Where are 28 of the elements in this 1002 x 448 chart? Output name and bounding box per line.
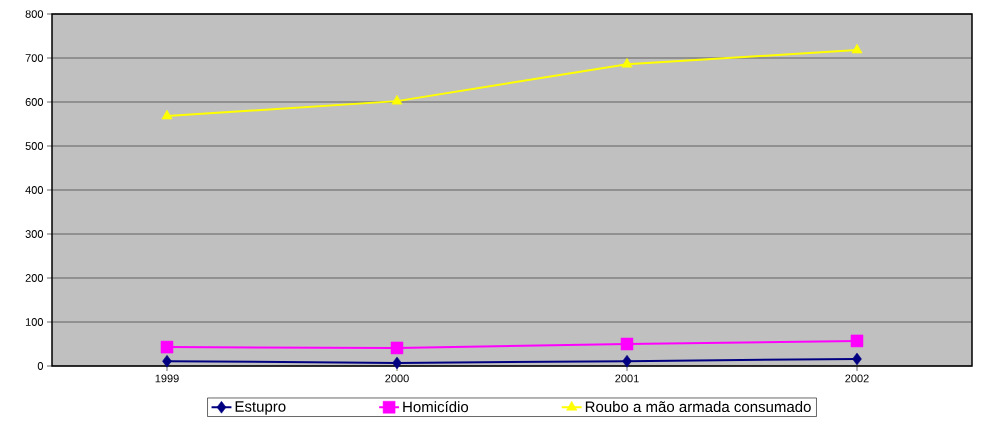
legend-label: Homicídio [403, 400, 469, 413]
y-tick-label: 300 [25, 230, 44, 238]
point [160, 340, 174, 354]
point [162, 354, 172, 368]
point [161, 109, 173, 120]
point [391, 94, 403, 105]
y-tick-label: 400 [25, 186, 44, 194]
point [622, 354, 632, 368]
y-tick-label: 200 [25, 274, 44, 282]
y-tick-label: 700 [25, 54, 44, 62]
y-tick-label: 0 [37, 362, 44, 370]
x-tick-label: 2001 [615, 374, 639, 383]
legend-label: Roubo a mão armada consumado [585, 401, 811, 413]
legend-label: Estupro [235, 401, 286, 415]
y-tick-label: 600 [25, 98, 44, 106]
x-tick-label: 2002 [845, 374, 869, 383]
point [621, 57, 633, 68]
point [390, 341, 404, 355]
point [852, 352, 862, 366]
point [392, 356, 402, 370]
x-tick-label: 2000 [385, 374, 409, 383]
y-tick-label: 100 [25, 318, 44, 326]
point [850, 334, 864, 348]
x-tick-label: 1999 [155, 374, 179, 383]
point [851, 43, 863, 54]
y-tick-label: 800 [25, 10, 44, 18]
point [620, 337, 634, 351]
y-tick-label: 500 [25, 142, 44, 150]
